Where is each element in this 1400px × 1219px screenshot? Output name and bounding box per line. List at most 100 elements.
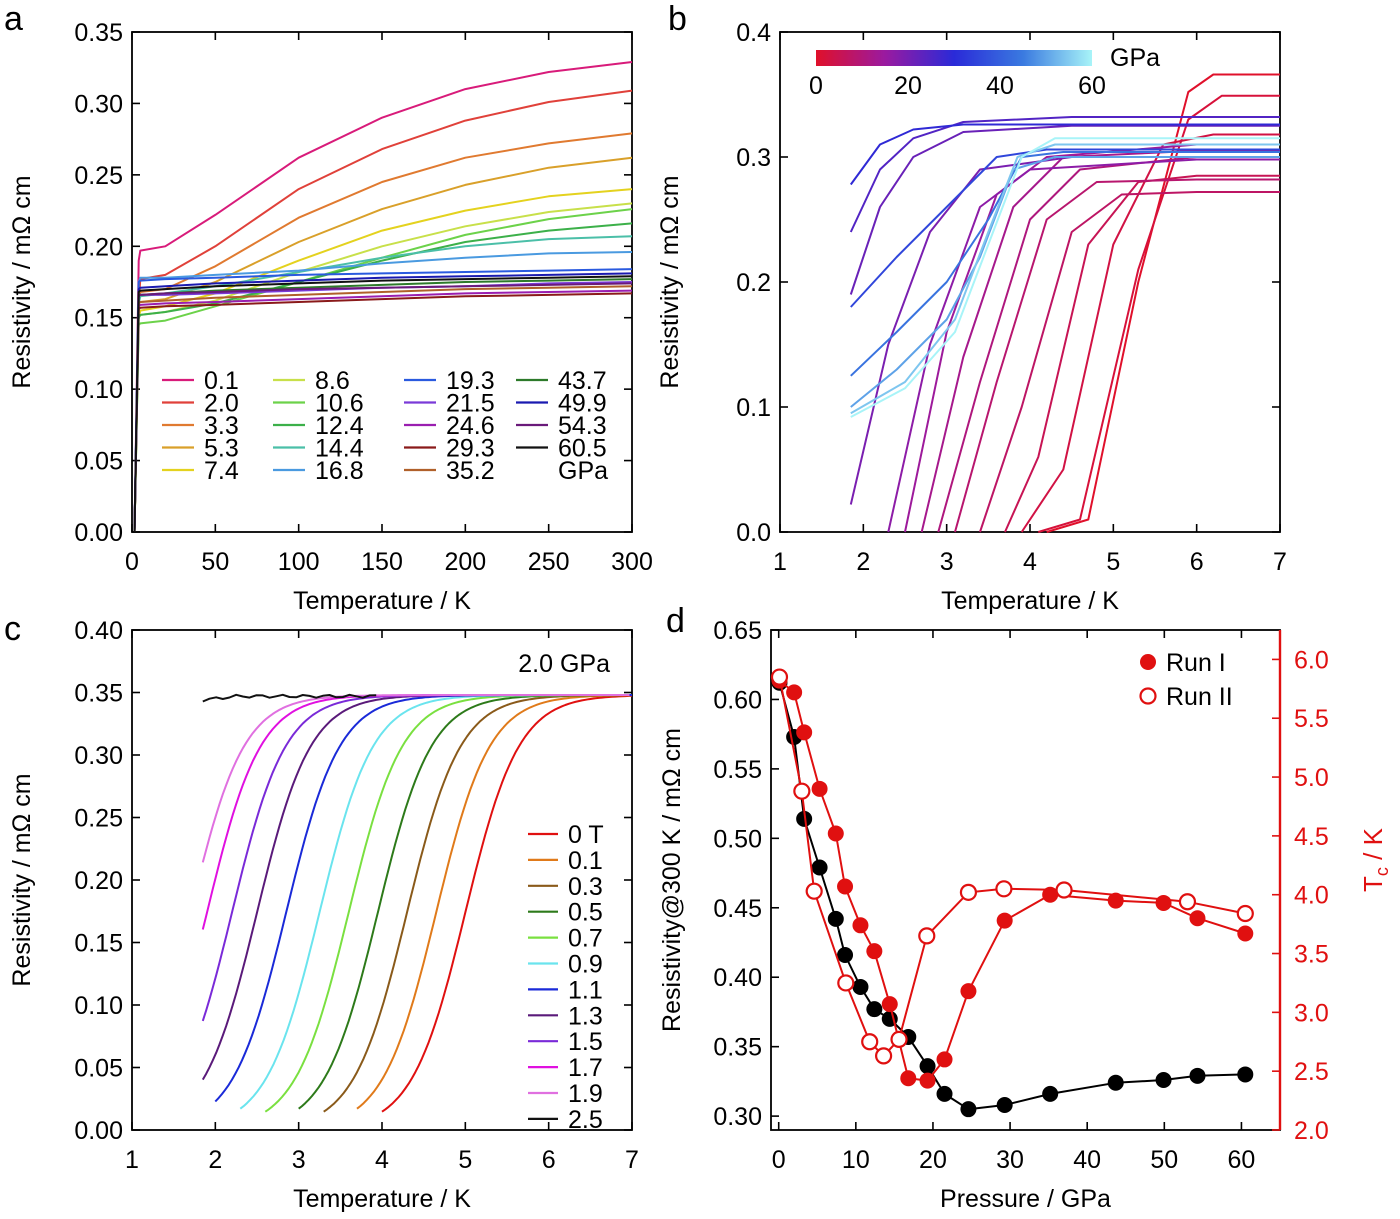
- legend-label: 8.6: [315, 367, 350, 395]
- data-point: [796, 724, 813, 741]
- legend-label: 60.5: [558, 435, 607, 463]
- colorbar-tick-label: 20: [894, 72, 922, 100]
- panel-label: c: [4, 610, 21, 648]
- legend-label: 0.3: [568, 873, 603, 901]
- data-point: [919, 1058, 936, 1075]
- y-tick-label: 0.10: [74, 376, 123, 404]
- data-point: [796, 810, 813, 827]
- series-line: [201, 694, 630, 930]
- y-tick-label: 0.20: [74, 233, 123, 261]
- series-line: [201, 694, 630, 1022]
- colorbar: [816, 50, 1092, 66]
- y2-tick-label: 5.0: [1294, 764, 1329, 792]
- y-axis-label: Resistivity / mΩ cm: [8, 773, 36, 986]
- y2-tick-label: 3.0: [1294, 999, 1329, 1027]
- y-tick-label: 0.30: [74, 742, 123, 770]
- y-axis-label: Resistivity / mΩ cm: [8, 175, 36, 388]
- series-line: [849, 116, 1280, 233]
- data-point: [1236, 904, 1254, 923]
- y-tick-label: 0.55: [713, 756, 762, 784]
- series-line: [1038, 94, 1280, 533]
- y-tick-label: 0.40: [74, 617, 123, 645]
- series-line: [133, 61, 633, 533]
- legend-label: 0.1: [568, 847, 603, 875]
- data-point: [827, 825, 844, 842]
- x-tick-label: 40: [1073, 1146, 1101, 1174]
- x-axis-label: Temperature / K: [941, 587, 1119, 615]
- y2-tick-label: 2.5: [1294, 1058, 1329, 1086]
- legend-label: 1.1: [568, 976, 603, 1004]
- x-axis-label: Pressure / GPa: [940, 1185, 1111, 1213]
- legend-label: 54.3: [558, 412, 607, 440]
- data-point: [936, 1085, 953, 1102]
- y-tick-label: 0.1: [736, 394, 771, 422]
- y-tick-label: 0.50: [713, 825, 762, 853]
- y-tick-label: 0.2: [736, 269, 771, 297]
- data-point: [1042, 1085, 1059, 1102]
- data-point: [866, 943, 883, 960]
- x-tick-label: 1: [773, 548, 787, 576]
- y2-tick-label: 6.0: [1294, 646, 1329, 674]
- y-tick-label: 0.05: [74, 448, 123, 476]
- legend-label: 7.4: [204, 457, 239, 485]
- y-tick-label: 0.20: [74, 867, 123, 895]
- x-tick-label: 7: [1273, 548, 1287, 576]
- plot-frame: [131, 629, 633, 1131]
- panel-d: 0.30 0.35 0.40 0.45 0.50 0.55 0.60 0.65 0 10 20 30 4…: [658, 602, 1392, 1213]
- data-point: [1155, 894, 1172, 911]
- data-point: [1189, 1067, 1206, 1084]
- data-point: [936, 1051, 953, 1068]
- x-tick-label: 4: [375, 1146, 389, 1174]
- annotation: 2.0 GPa: [518, 650, 610, 678]
- legend-label: Run II: [1166, 683, 1233, 711]
- x-tick-label: 200: [444, 548, 486, 576]
- data-point: [996, 912, 1013, 929]
- series-line: [133, 268, 633, 533]
- x-tick-label: 60: [1228, 1146, 1256, 1174]
- panel-label: d: [666, 602, 685, 640]
- data-point: [866, 1001, 883, 1018]
- data-point: [996, 1097, 1013, 1113]
- colorbar-tick-label: 60: [1078, 72, 1106, 100]
- y-tick-label: 0.35: [713, 1034, 762, 1062]
- x-tick-label: 150: [361, 548, 403, 576]
- legend-label: 12.4: [315, 412, 364, 440]
- series-line: [133, 251, 633, 533]
- data-point: [861, 1033, 879, 1051]
- colorbar-tick-label: 0: [809, 72, 823, 100]
- y-tick-label: 0.30: [74, 90, 123, 118]
- y-tick-label: 0.60: [713, 686, 762, 714]
- legend-label: 29.3: [446, 435, 495, 463]
- series-line: [850, 148, 1280, 308]
- data-point: [793, 782, 811, 800]
- legend-label: 49.9: [558, 390, 607, 418]
- series-line: [850, 151, 1280, 377]
- series-line: [849, 156, 1280, 505]
- y2-tick-label: 2.0: [1294, 1117, 1329, 1145]
- data-point: [837, 947, 854, 963]
- y2-label-sub: c: [1372, 867, 1392, 876]
- y2-axis-label: Tc / K: [1358, 827, 1392, 892]
- y2-tick-label: 4.5: [1294, 823, 1329, 851]
- colorbar-label: GPa: [1110, 44, 1160, 72]
- series-line: [954, 178, 1280, 533]
- data-point: [959, 883, 978, 901]
- series-line: [133, 272, 633, 533]
- data-point: [874, 1047, 893, 1065]
- x-axis-label: Temperature / K: [293, 1185, 471, 1213]
- y-tick-label: 0.30: [713, 1103, 762, 1131]
- x-tick-label: 6: [1190, 548, 1204, 576]
- x-tick-label: 0: [772, 1146, 786, 1174]
- y-tick-label: 0.05: [74, 1055, 123, 1083]
- y-tick-label: 0.10: [74, 992, 123, 1020]
- x-tick-label: 0: [125, 548, 139, 576]
- series-line: [920, 149, 1280, 533]
- legend-label: 1.5: [568, 1028, 603, 1056]
- series-line: [356, 694, 631, 1110]
- legend-label: 10.6: [315, 390, 364, 418]
- legend-label: 1.7: [568, 1054, 603, 1082]
- y-tick-label: 0.25: [74, 805, 123, 833]
- legend-label: 14.4: [315, 435, 364, 463]
- series-line: [202, 693, 377, 703]
- y-tick-label: 0.00: [74, 1117, 123, 1145]
